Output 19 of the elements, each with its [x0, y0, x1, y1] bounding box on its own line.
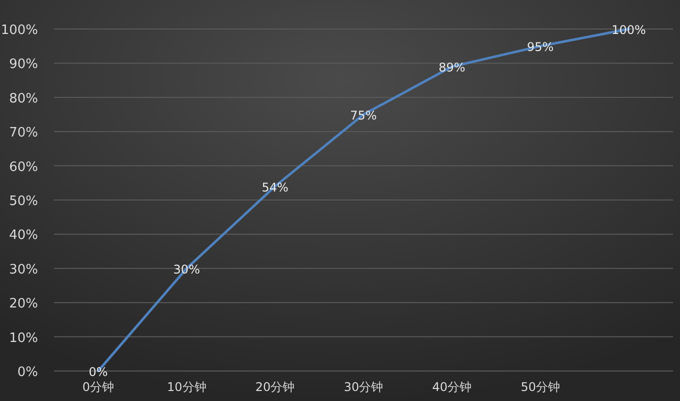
y-tick-label: 90% [9, 57, 38, 72]
y-tick-label: 70% [9, 126, 38, 141]
y-tick-label: 0% [17, 365, 38, 380]
y-tick-label: 10% [9, 330, 38, 346]
y-tick-label: 100% [0, 23, 38, 38]
x-tick-label: 10分钟 [167, 380, 206, 394]
x-tick-label: 30分钟 [344, 380, 384, 394]
data-label: 100% [612, 23, 646, 37]
y-tick-label: 50% [9, 194, 38, 209]
x-tick-label: 50分钟 [520, 380, 560, 394]
y-tick-label: 60% [9, 160, 38, 175]
y-tick-label: 30% [9, 262, 38, 278]
y-tick-label: 80% [9, 91, 38, 106]
x-tick-label: 40分钟 [432, 380, 472, 394]
data-label: 0% [88, 365, 108, 379]
x-tick-label: 0分钟 [82, 380, 114, 394]
y-tick-label: 20% [9, 296, 38, 312]
y-tick-label: 40% [9, 228, 38, 244]
x-tick-label: 20分钟 [255, 380, 295, 394]
